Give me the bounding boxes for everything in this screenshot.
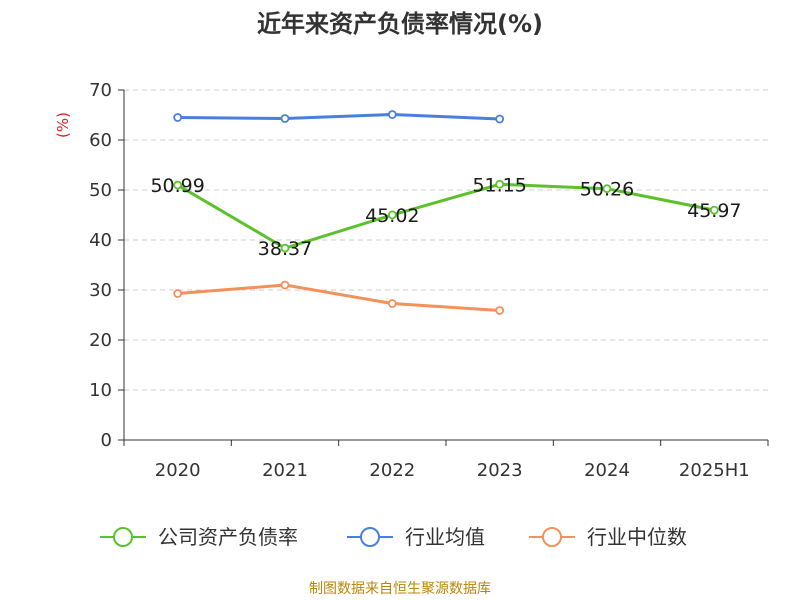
data-point [173, 289, 183, 298]
data-label: 45.02 [365, 205, 419, 227]
legend-label: 行业均值 [405, 525, 485, 549]
y-tick-label: 10 [89, 380, 112, 401]
y-tick-label: 30 [89, 280, 112, 301]
series-line-2 [177, 283, 500, 312]
gridlines [124, 89, 768, 391]
legend-marker [360, 527, 380, 547]
data-label: 45.97 [687, 200, 741, 222]
data-label: 50.99 [150, 175, 204, 197]
legend-label: 公司资产负债率 [158, 525, 298, 549]
legend: 公司资产负债率 行业均值 行业中位数 [100, 525, 687, 549]
data-point [173, 180, 183, 190]
data-point [173, 113, 183, 122]
x-tick-label: 2021 [262, 460, 308, 481]
series-line-0 [176, 182, 715, 250]
data-label: 38.37 [258, 238, 312, 260]
data-point [709, 205, 719, 215]
legend-marker [542, 527, 562, 547]
data-point [387, 110, 397, 119]
x-tick-label: 2025H1 [679, 460, 750, 481]
x-tick-label: 2024 [584, 460, 630, 481]
y-axis-label: (%) [54, 112, 72, 138]
legend-marker [113, 527, 133, 547]
series-lines [173, 110, 719, 315]
data-point [602, 184, 612, 194]
chart-title: 近年来资产负债率情况(%) [257, 10, 543, 38]
data-point [495, 306, 505, 315]
y-tick-label: 40 [89, 230, 112, 251]
data-point [387, 299, 397, 308]
source-note: 制图数据来自恒生聚源数据库 [309, 581, 491, 597]
data-labels: 50.99 38.37 45.02 51.15 50.26 45.97 [150, 174, 741, 260]
data-label: 50.26 [580, 179, 634, 201]
axes: 0 10 20 30 40 50 60 70 (%) 2020 2021 2022 2023 2024 20… [54, 80, 769, 481]
data-point [495, 114, 505, 124]
series-line-1 [177, 112, 500, 121]
y-tick-label: 60 [89, 130, 112, 151]
data-label: 51.15 [472, 174, 526, 196]
legend-label: 行业中位数 [587, 525, 687, 549]
data-point [280, 243, 290, 253]
x-tick-label: 2022 [369, 460, 415, 481]
y-tick-label: 70 [89, 80, 112, 101]
data-point [495, 179, 505, 189]
y-tick-label: 50 [89, 180, 112, 201]
data-point [387, 210, 397, 220]
x-tick-label: 2023 [477, 460, 523, 481]
y-tick-label: 20 [89, 330, 112, 351]
x-tick-label: 2020 [155, 460, 201, 481]
data-point [280, 280, 290, 290]
y-tick-label: 0 [101, 430, 112, 451]
data-point [280, 114, 290, 123]
